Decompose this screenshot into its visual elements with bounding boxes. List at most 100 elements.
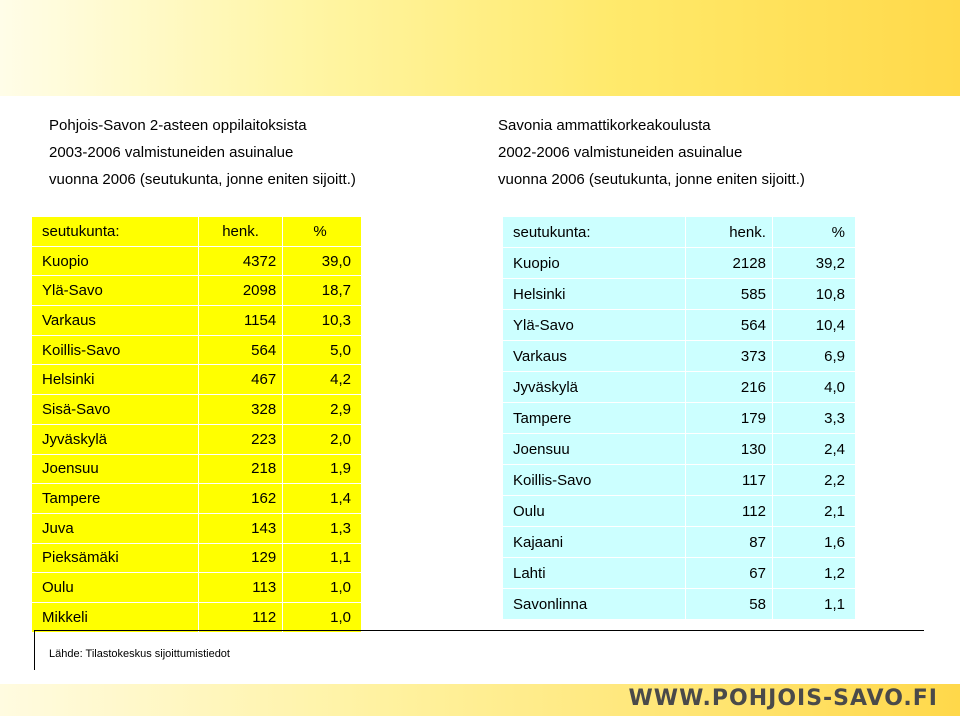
region-cell: Oulu [502, 495, 686, 527]
persons-cell: 4372 [197, 245, 284, 277]
region-cell: Sisä-Savo [31, 394, 199, 425]
footer-band: WWW.POHJOIS-SAVO.FI [0, 684, 960, 716]
table-row: Jyväskylä 223 2,0 [31, 423, 362, 455]
region-cell: Koillis-Savo [31, 334, 199, 366]
region-cell: Helsinki [31, 364, 199, 396]
table-row: Savonlinna 58 1,1 [502, 588, 857, 620]
percent-cell: 2,4 [771, 433, 857, 465]
persons-cell: 373 [684, 340, 773, 372]
percent-cell: 39,2 [771, 247, 857, 279]
header-percent: % [771, 216, 857, 248]
region-cell: Ylä-Savo [502, 309, 686, 341]
persons-cell: 162 [197, 483, 284, 514]
table-row: Kajaani 87 1,6 [502, 526, 857, 558]
region-cell: Jyväskylä [31, 423, 199, 455]
source-text: Lähde: Tilastokeskus sijoittumistiedot [49, 648, 230, 660]
table-row: Helsinki 467 4,2 [31, 364, 362, 396]
region-cell: Varkaus [502, 340, 686, 372]
table-row: Kuopio 4372 39,0 [31, 245, 362, 277]
caption-line: vuonna 2006 (seutukunta, jonne eniten si… [49, 171, 356, 188]
percent-cell: 3,3 [771, 402, 857, 434]
table-row: Koillis-Savo 117 2,2 [502, 464, 857, 496]
persons-cell: 113 [197, 572, 284, 603]
percent-cell: 1,0 [282, 601, 362, 633]
percent-cell: 18,7 [282, 275, 362, 307]
region-cell: Joensuu [502, 433, 686, 465]
caption-line: 2002-2006 valmistuneiden asuinalue [498, 144, 743, 161]
region-cell: Helsinki [502, 278, 686, 310]
header-percent: % [282, 216, 362, 247]
region-cell: Kuopio [502, 247, 686, 279]
persons-cell: 216 [684, 371, 773, 403]
table-row: Tampere 162 1,4 [31, 483, 362, 514]
persons-cell: 179 [684, 402, 773, 434]
persons-cell: 223 [197, 423, 284, 455]
caption-line: 2003-2006 valmistuneiden asuinalue [49, 144, 294, 161]
percent-cell: 1,9 [282, 453, 362, 485]
table-row: Joensuu 218 1,9 [31, 453, 362, 485]
region-cell: Tampere [31, 483, 199, 514]
region-cell: Ylä-Savo [31, 275, 199, 307]
persons-cell: 129 [197, 542, 284, 574]
table-row: Mikkeli 112 1,0 [31, 601, 362, 633]
percent-cell: 5,0 [282, 334, 362, 366]
header-region: seutukunta: [31, 216, 199, 247]
persons-cell: 218 [197, 453, 284, 485]
region-cell: Jyväskylä [502, 371, 686, 403]
persons-cell: 564 [197, 334, 284, 366]
right-table-caption: Savonia ammattikorkeakoulusta 2002-2006 … [498, 112, 805, 193]
table-row: Tampere 179 3,3 [502, 402, 857, 434]
header-persons: henk. [684, 216, 773, 248]
region-cell: Tampere [502, 402, 686, 434]
percent-cell: 2,1 [771, 495, 857, 527]
region-cell: Kajaani [502, 526, 686, 558]
table-row: Ylä-Savo 2098 18,7 [31, 275, 362, 307]
persons-cell: 130 [684, 433, 773, 465]
percent-cell: 4,0 [771, 371, 857, 403]
table-header-row: seutukunta: henk.% [31, 216, 362, 247]
region-cell: Koillis-Savo [502, 464, 686, 496]
region-cell: Savonlinna [502, 588, 686, 620]
region-cell: Juva [31, 512, 199, 544]
percent-cell: 10,4 [771, 309, 857, 341]
percent-cell: 1,0 [282, 572, 362, 603]
persons-cell: 112 [197, 601, 284, 633]
region-cell: Lahti [502, 557, 686, 589]
persons-cell: 328 [197, 394, 284, 425]
persons-cell: 87 [684, 526, 773, 558]
persons-cell: 58 [684, 588, 773, 620]
percent-cell: 1,1 [771, 588, 857, 620]
persons-cell: 585 [684, 278, 773, 310]
table-row: Lahti 67 1,2 [502, 557, 857, 589]
percent-cell: 2,0 [282, 423, 362, 455]
header-persons: henk. [197, 216, 284, 247]
persons-cell: 2128 [684, 247, 773, 279]
caption-line: Savonia ammattikorkeakoulusta [498, 117, 711, 134]
region-cell: Varkaus [31, 305, 199, 336]
percent-cell: 1,1 [282, 542, 362, 574]
site-url-logo: WWW.POHJOIS-SAVO.FI [628, 686, 938, 711]
caption-line: vuonna 2006 (seutukunta, jonne eniten si… [498, 171, 805, 188]
percent-cell: 39,0 [282, 245, 362, 277]
left-statistics-table: seutukunta: henk.% Kuopio 4372 39,0 Ylä-Savo 2… [31, 216, 362, 633]
region-cell: Joensuu [31, 453, 199, 485]
region-cell: Pieksämäki [31, 542, 199, 574]
percent-cell: 1,6 [771, 526, 857, 558]
region-cell: Oulu [31, 572, 199, 603]
table-row: Koillis-Savo 564 5,0 [31, 334, 362, 366]
percent-cell: 2,9 [282, 394, 362, 425]
percent-cell: 1,2 [771, 557, 857, 589]
percent-cell: 4,2 [282, 364, 362, 396]
persons-cell: 2098 [197, 275, 284, 307]
header-region: seutukunta: [502, 216, 686, 248]
region-cell: Kuopio [31, 245, 199, 277]
persons-cell: 564 [684, 309, 773, 341]
table-row: Varkaus 1154 10,3 [31, 305, 362, 336]
table-row: Helsinki 585 10,8 [502, 278, 857, 310]
percent-cell: 2,2 [771, 464, 857, 496]
percent-cell: 6,9 [771, 340, 857, 372]
table-row: Varkaus 373 6,9 [502, 340, 857, 372]
percent-cell: 1,3 [282, 512, 362, 544]
table-row: Joensuu 130 2,4 [502, 433, 857, 465]
top-decorative-band [0, 0, 960, 96]
